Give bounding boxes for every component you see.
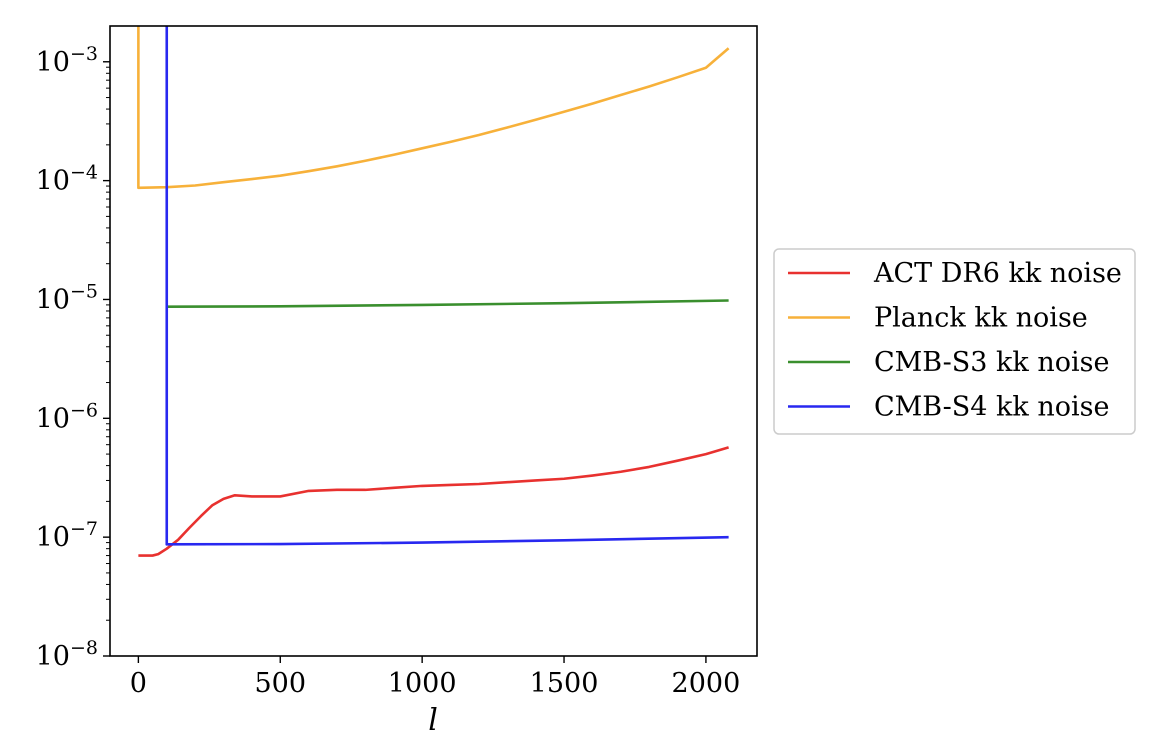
series-line-1 [137,26,730,190]
legend-label: Planck kk noise [874,303,1088,334]
y-tick-label: 10−4 [36,162,98,197]
legend: ACT DR6 kk noise Planck kk noise CMB-S3 kk… [773,248,1136,435]
x-axis-label: l [428,703,438,738]
y-tick-label: 10−5 [36,280,98,315]
x-tick-label: 2000 [672,668,741,699]
legend-box [773,248,1136,435]
series-layer [137,26,730,557]
x-tick-label: 500 [254,668,306,699]
legend-label: CMB-S3 kk noise [874,347,1109,378]
legend-label: CMB-S4 kk noise [874,392,1109,423]
y-axis: 10−8 10−7 10−6 10−5 10−4 10−3 [36,43,110,672]
y-tick-label: 10−8 [36,637,98,672]
y-tick-label: 10−3 [36,43,98,78]
x-tick-label: 0 [130,668,147,699]
plot-frame [109,25,758,657]
series-line-0 [138,446,729,557]
y-tick-label: 10−6 [36,399,98,434]
series-line-2 [166,299,729,308]
x-tick-label: 1000 [388,668,457,699]
series-line-3 [165,26,729,546]
x-axis: 0 500 1000 1500 2000 [130,656,740,699]
y-tick-label: 10−7 [36,518,98,553]
legend-label: ACT DR6 kk noise [873,258,1122,289]
x-tick-label: 1500 [530,668,599,699]
